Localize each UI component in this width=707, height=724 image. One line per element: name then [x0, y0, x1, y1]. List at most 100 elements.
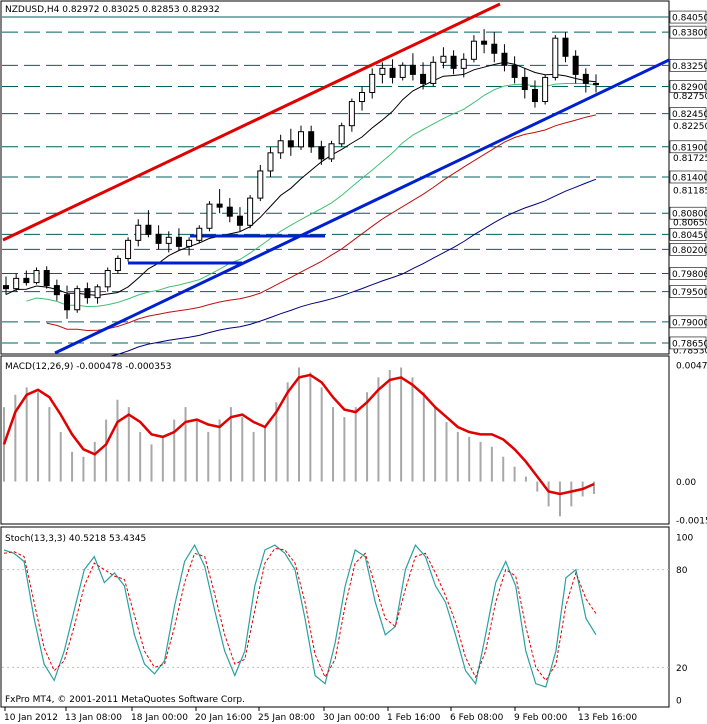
candle-body: [165, 236, 172, 244]
candle-body: [511, 64, 518, 78]
level-label-text: 0.83800: [672, 29, 707, 39]
time-label: 30 Jan 00:00: [323, 713, 380, 723]
candle-body: [287, 140, 294, 148]
candle: [308, 125, 315, 153]
candle-body: [542, 76, 549, 103]
candle-body: [501, 52, 508, 66]
lower-trend-line: [54, 58, 670, 355]
price-tick-label: 0.81725: [673, 154, 707, 164]
candle: [135, 219, 142, 247]
candle: [389, 59, 396, 84]
price-tick-label: 0.78530: [673, 347, 707, 357]
candle-body: [531, 88, 538, 103]
candle: [196, 225, 203, 244]
moving-averages: [5, 61, 597, 360]
level-label-text: 0.78650: [672, 339, 707, 349]
candle-body: [206, 203, 213, 229]
candle: [155, 225, 162, 250]
candle: [318, 140, 325, 165]
candle-body: [552, 37, 559, 78]
macd-tick-label: 0.00: [676, 478, 696, 488]
candle-body: [155, 233, 162, 244]
candle: [216, 189, 223, 214]
ma-long-line: [66, 178, 597, 360]
level-label: 0.79500: [669, 285, 707, 298]
candle-body: [74, 288, 81, 311]
candle-body: [348, 101, 355, 127]
candle-body: [216, 203, 223, 208]
level-label: 0.80800: [669, 206, 707, 220]
level-label: 0.79000: [669, 315, 707, 329]
level-label-text: 0.79800: [672, 270, 707, 280]
candle: [226, 198, 233, 223]
stoch-axis-ticks: 100 80 20 0: [676, 534, 693, 707]
candle: [53, 279, 60, 301]
level-label-box: [669, 140, 707, 154]
candle-body: [399, 64, 406, 78]
candle-body: [84, 288, 91, 299]
candle-body: [572, 55, 579, 75]
candle-body: [267, 152, 274, 172]
candle: [33, 267, 40, 285]
time-label: 13 Jan 08:00: [65, 713, 122, 723]
candle: [236, 207, 243, 232]
candle: [562, 32, 569, 63]
candle-body: [114, 257, 121, 272]
candle: [94, 284, 101, 304]
candle: [125, 237, 132, 262]
candle: [481, 29, 488, 54]
level-label-box: [669, 315, 707, 329]
candle-body: [125, 239, 132, 259]
candle: [440, 47, 447, 69]
candle-body: [196, 227, 203, 241]
symbol-title: NZDUSD,H4 0.82972 0.83025 0.82853 0.8293…: [5, 5, 220, 15]
level-label-text: 0.80200: [672, 246, 707, 256]
candle-body: [521, 76, 528, 90]
candle-body: [582, 73, 589, 84]
stoch-tick-label: 100: [676, 534, 693, 544]
level-label-box: [669, 285, 707, 298]
candle: [359, 86, 366, 111]
candle: [501, 44, 508, 72]
level-label: 0.83250: [669, 59, 707, 72]
candle: [420, 62, 427, 90]
candle-body: [450, 55, 457, 69]
time-label: 10 Jan 2012: [4, 713, 58, 723]
candle: [348, 98, 355, 132]
stoch-main-line: [3, 543, 597, 688]
price-tick-label: 0.82750: [673, 92, 707, 102]
time-label: 25 Jan 08:00: [258, 713, 315, 723]
candle-body: [298, 131, 304, 148]
candle-body: [420, 73, 427, 84]
candle-body: [308, 131, 315, 148]
candle-body: [33, 270, 40, 284]
time-label: 9 Feb 00:00: [514, 713, 568, 723]
level-label-box: [669, 267, 707, 280]
candle: [542, 74, 549, 105]
stoch-tick-label: 0: [676, 697, 682, 707]
time-label: 18 Jan 00:00: [131, 713, 188, 723]
candle: [13, 273, 20, 292]
candle-body: [440, 55, 447, 63]
level-label-box: [669, 59, 707, 72]
candle: [165, 231, 172, 253]
stochastic-indicator: [2, 543, 669, 688]
macd-tick-label: -0.00155: [676, 517, 707, 527]
level-label-box: [669, 336, 707, 350]
level-label-text: 0.81400: [672, 173, 707, 183]
level-label-box: [669, 243, 707, 256]
level-labels: 0.84050 0.83800 0.83250 0.82900 0.82450 0.819…: [669, 10, 707, 350]
candle: [430, 56, 437, 87]
main-panel-frame: [0, 0, 670, 355]
level-label: 0.80450: [669, 228, 707, 241]
candle-body: [318, 146, 325, 160]
ma-fast-line: [5, 61, 597, 297]
level-label: 0.79800: [669, 267, 707, 280]
candle: [593, 74, 599, 93]
time-label: 6 Feb 08:00: [450, 713, 504, 723]
macd-signal-line: [2, 373, 595, 496]
ma-slow-line: [46, 114, 597, 332]
time-label: 13 Feb 16:00: [578, 713, 637, 723]
